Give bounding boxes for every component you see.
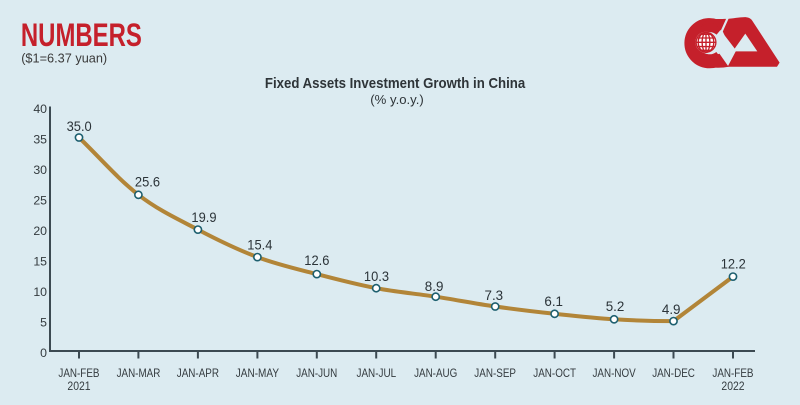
svg-text:5.2: 5.2 [606,298,625,314]
svg-text:35: 35 [33,133,47,147]
svg-text:20: 20 [33,224,47,238]
svg-text:6.1: 6.1 [544,293,563,309]
svg-text:2022: 2022 [721,379,744,393]
svg-text:35.0: 35.0 [67,118,92,134]
svg-text:JAN-FEB: JAN-FEB [58,366,99,380]
svg-text:5: 5 [40,316,47,330]
svg-text:Fixed Assets Investment Growth: Fixed Assets Investment Growth in China [265,75,526,92]
svg-text:JAN-MAY: JAN-MAY [236,366,279,380]
svg-text:15: 15 [33,255,47,269]
svg-text:19.9: 19.9 [191,209,216,225]
svg-text:JAN-NOV: JAN-NOV [593,366,637,380]
svg-text:JAN-OCT: JAN-OCT [533,366,576,380]
svg-text:JAN-APR: JAN-APR [177,366,219,380]
svg-text:JAN-MAR: JAN-MAR [117,366,161,380]
svg-text:10.3: 10.3 [364,268,389,284]
svg-text:JAN-AUG: JAN-AUG [414,366,457,380]
svg-text:JAN-DEC: JAN-DEC [652,366,695,380]
svg-text:10: 10 [33,285,47,299]
svg-text:25.6: 25.6 [135,174,160,190]
svg-text:JAN-JUL: JAN-JUL [357,366,397,380]
svg-text:0: 0 [40,346,47,360]
svg-text:JAN-SEP: JAN-SEP [474,366,516,380]
svg-text:4.9: 4.9 [662,301,681,317]
svg-text:($1=6.37 yuan): ($1=6.37 yuan) [21,50,107,65]
svg-text:25: 25 [33,194,47,208]
svg-text:8.9: 8.9 [425,278,444,294]
svg-text:(% y.o.y.): (% y.o.y.) [370,92,424,107]
svg-text:JAN-FEB: JAN-FEB [712,366,753,380]
svg-text:NUMBERS: NUMBERS [21,17,142,53]
svg-text:40: 40 [33,102,47,116]
svg-text:12.2: 12.2 [721,256,746,272]
svg-text:15.4: 15.4 [247,236,272,252]
svg-text:2021: 2021 [67,379,90,393]
svg-text:7.3: 7.3 [485,287,504,303]
svg-text:12.6: 12.6 [304,252,329,268]
svg-text:30: 30 [33,163,47,177]
svg-text:JAN-JUN: JAN-JUN [296,366,337,380]
